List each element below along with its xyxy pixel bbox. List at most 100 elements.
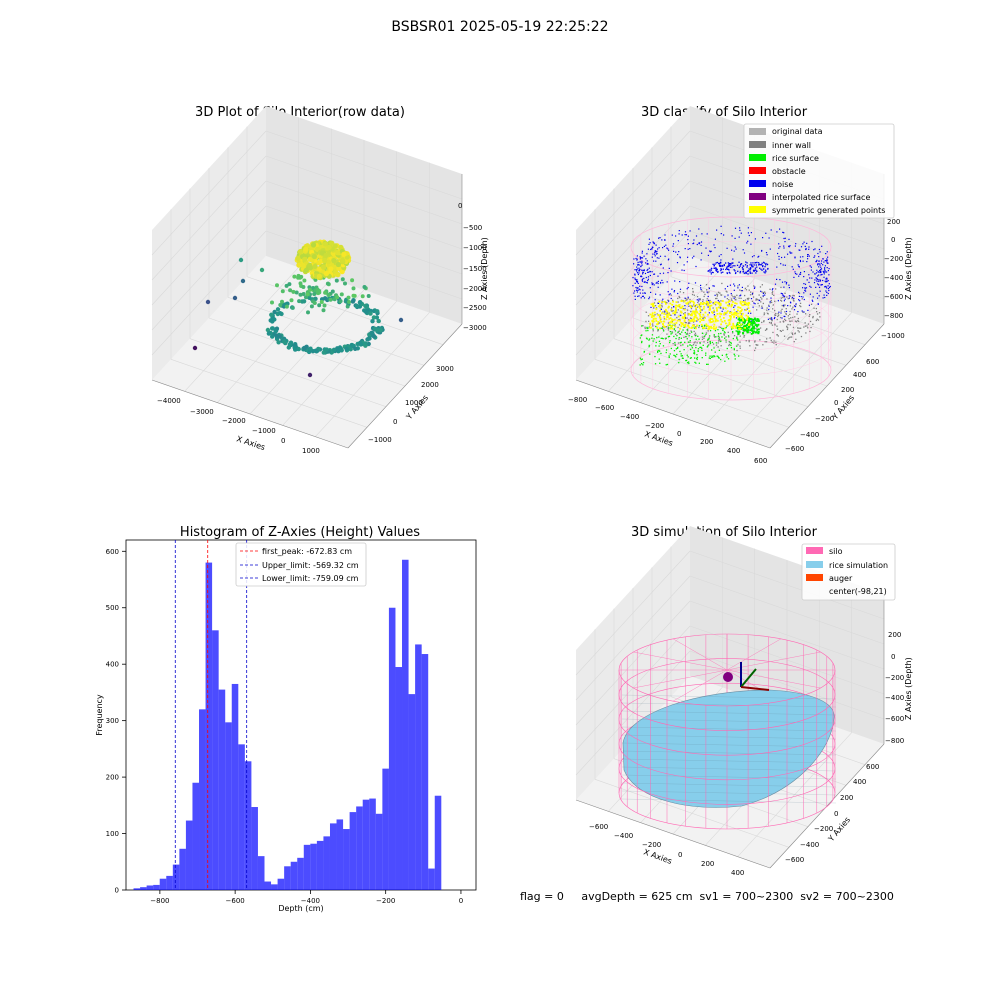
rice-surface-point: [751, 330, 753, 332]
symmetric-point: [666, 310, 668, 313]
noise-point: [664, 310, 666, 312]
axis-y: [769, 323, 885, 449]
inner-wall-point: [769, 302, 771, 304]
rice-surface-point: [752, 318, 754, 321]
inner-wall-point: [739, 341, 741, 343]
symmetric-point: [707, 302, 710, 305]
symmetric-point: [650, 326, 652, 329]
noise-point: [715, 268, 717, 270]
symmetric-point: [740, 323, 743, 326]
symmetric-point: [713, 315, 716, 318]
y-tick: 0: [834, 810, 838, 818]
noise-point: [783, 304, 785, 306]
inner-wall-point: [723, 333, 725, 335]
symmetric-point: [671, 303, 674, 306]
noise-point: [659, 237, 661, 239]
simulation-x-ticks: −600 −400 −200 0 200 400: [589, 823, 744, 877]
noise-point: [727, 294, 729, 296]
symmetric-point: [741, 315, 743, 318]
noise-point: [660, 282, 662, 284]
inner-wall-point: [694, 332, 697, 334]
symmetric-point: [689, 319, 692, 322]
noise-point: [677, 292, 679, 295]
inner-wall-point: [687, 333, 689, 335]
noise-point: [734, 246, 736, 248]
inner-wall-point: [755, 298, 757, 300]
symmetric-point: [699, 320, 701, 323]
noise-point: [795, 303, 797, 305]
noise-point: [678, 251, 680, 253]
noise-point: [753, 287, 756, 289]
noise-point: [771, 318, 773, 320]
data-point: [366, 294, 371, 298]
noise-point: [665, 244, 667, 246]
rice-mesh-line: [621, 726, 837, 732]
inner-wall-point: [774, 314, 776, 316]
rice-surface-point: [669, 341, 671, 344]
noise-point: [753, 269, 756, 272]
inner-wall-point: [759, 286, 762, 288]
symmetric-point: [664, 326, 666, 328]
noise-point: [769, 301, 771, 303]
data-point: [371, 334, 377, 339]
inner-wall-point: [777, 315, 779, 318]
inner-wall-point: [782, 329, 784, 331]
symmetric-point: [671, 327, 674, 330]
rice-surface-point: [745, 327, 748, 329]
noise-point: [823, 271, 825, 274]
noise-point: [814, 273, 816, 275]
inner-wall-point: [763, 313, 765, 316]
rice-surface-point: [686, 362, 689, 364]
rice-surface-point: [694, 361, 696, 363]
noise-point: [679, 314, 681, 316]
symmetric-point: [695, 310, 698, 313]
noise-point: [815, 277, 817, 279]
noise-point: [652, 283, 654, 285]
rice-surface-point: [717, 329, 719, 331]
rice-surface-point: [735, 330, 737, 332]
noise-point: [636, 280, 639, 283]
noise-point: [736, 264, 739, 266]
symmetric-point: [672, 312, 675, 315]
noise-point: [713, 267, 715, 269]
noise-point: [669, 293, 671, 295]
noise-point: [756, 270, 758, 272]
rice-surface-point: [699, 342, 701, 344]
inner-wall-point: [708, 344, 710, 346]
symmetric-point: [715, 326, 718, 329]
noise-point: [700, 241, 703, 243]
inner-wall-point: [761, 298, 763, 300]
symmetric-point: [658, 300, 661, 303]
rice-surface-point: [745, 324, 748, 326]
rice-surface-point: [672, 324, 674, 326]
inner-wall-point: [733, 335, 736, 337]
noise-point: [751, 264, 753, 267]
inner-wall-point: [800, 305, 802, 308]
rice-surface-point: [685, 333, 688, 335]
data-point: [345, 304, 350, 309]
symmetric-point: [708, 327, 710, 330]
symmetric-point: [702, 307, 705, 310]
data-point: [326, 244, 332, 250]
noise-point: [739, 227, 741, 229]
inner-wall-point: [675, 333, 677, 335]
noise-point: [818, 263, 820, 265]
noise-point: [783, 232, 785, 234]
rice-surface-point: [645, 337, 648, 339]
rice-surface-point: [721, 354, 723, 356]
noise-point: [802, 296, 804, 298]
noise-point: [634, 295, 636, 297]
inner-wall-point: [766, 328, 768, 331]
inner-wall-point: [737, 285, 739, 287]
symmetric-point: [688, 313, 691, 315]
rice-surface-point: [749, 329, 752, 331]
noise-point: [819, 280, 821, 282]
noise-point: [742, 321, 744, 323]
inner-wall-point: [758, 305, 760, 307]
noise-point: [635, 269, 637, 271]
noise-point: [740, 263, 743, 265]
noise-point: [824, 260, 826, 262]
inner-wall-point: [757, 299, 759, 301]
noise-point: [689, 248, 691, 250]
inner-wall-point: [736, 349, 738, 352]
